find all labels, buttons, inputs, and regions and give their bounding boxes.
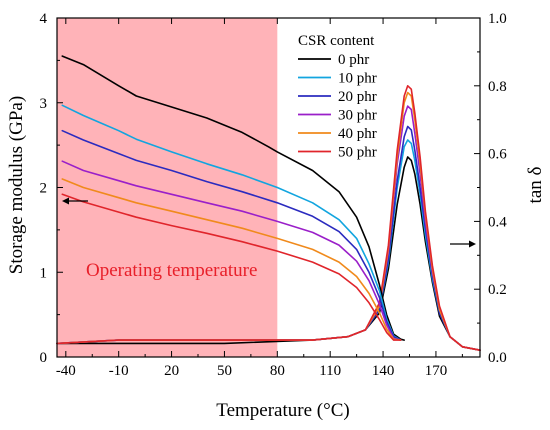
right-y-tick-label: 0.8 — [488, 79, 507, 95]
right-y-tick-label: 1.0 — [488, 11, 507, 27]
right-y-tick-label: 0.2 — [488, 282, 507, 298]
operating-temperature-region — [57, 18, 278, 357]
storage-modulus-line-50-phr — [61, 193, 402, 341]
x-tick-label: -40 — [56, 363, 76, 379]
x-tick-label: 170 — [425, 363, 448, 379]
x-tick-label: -10 — [109, 363, 129, 379]
left-y-tick-label: 3 — [40, 96, 48, 112]
storage-modulus-line-20-phr — [61, 129, 402, 341]
x-axis-title: Temperature (°C) — [216, 400, 349, 421]
right-y-axis-ticks: 0.0 0.2 0.4 0.6 0.8 1.0 — [474, 11, 507, 366]
legend-label: 50 phr — [338, 145, 377, 161]
left-y-tick-label: 1 — [40, 265, 48, 281]
x-tick-label: 80 — [270, 363, 285, 379]
axis-arrows — [62, 197, 476, 248]
storage-modulus-line-0-phr — [61, 55, 405, 341]
right-y-axis-title: tan δ — [525, 166, 546, 203]
left-axis-arrowhead — [62, 197, 69, 205]
storage-modulus-line-40-phr — [61, 178, 402, 341]
operating-temperature-label: Operating temperature — [86, 260, 257, 281]
legend-label: 30 phr — [338, 108, 377, 124]
legend-label: 20 phr — [338, 89, 377, 105]
left-y-axis-ticks: 0 1 2 3 4 — [40, 11, 63, 366]
left-y-tick-label: 0 — [40, 350, 48, 366]
legend-label: 40 phr — [338, 126, 377, 142]
x-tick-label: 20 — [164, 363, 179, 379]
legend-label: 10 phr — [338, 71, 377, 87]
left-y-tick-label: 2 — [40, 181, 48, 197]
storage-modulus-line-30-phr — [61, 160, 402, 341]
x-axis-ticks: -40 -10 20 50 80 110 140 170 — [56, 18, 463, 379]
left-y-axis-title: Storage modulus (GPa) — [6, 96, 27, 274]
legend-title: CSR content — [298, 33, 375, 49]
tan-delta-line-50-phr — [56, 85, 481, 351]
right-y-tick-label: 0.6 — [488, 147, 507, 163]
series-layer — [56, 55, 481, 351]
legend-label: 0 phr — [338, 52, 369, 68]
left-y-tick-label: 4 — [40, 11, 48, 27]
right-y-tick-label: 0.4 — [488, 214, 507, 230]
x-tick-label: 50 — [217, 363, 232, 379]
right-axis-arrowhead — [469, 240, 476, 248]
storage-modulus-line-10-phr — [61, 104, 402, 341]
x-tick-label: 140 — [372, 363, 395, 379]
legend: CSR content 0 phr 10 phr 20 phr 30 phr 40 ph… — [298, 33, 377, 161]
right-y-tick-label: 0.0 — [488, 350, 507, 366]
x-tick-label: 110 — [319, 363, 341, 379]
